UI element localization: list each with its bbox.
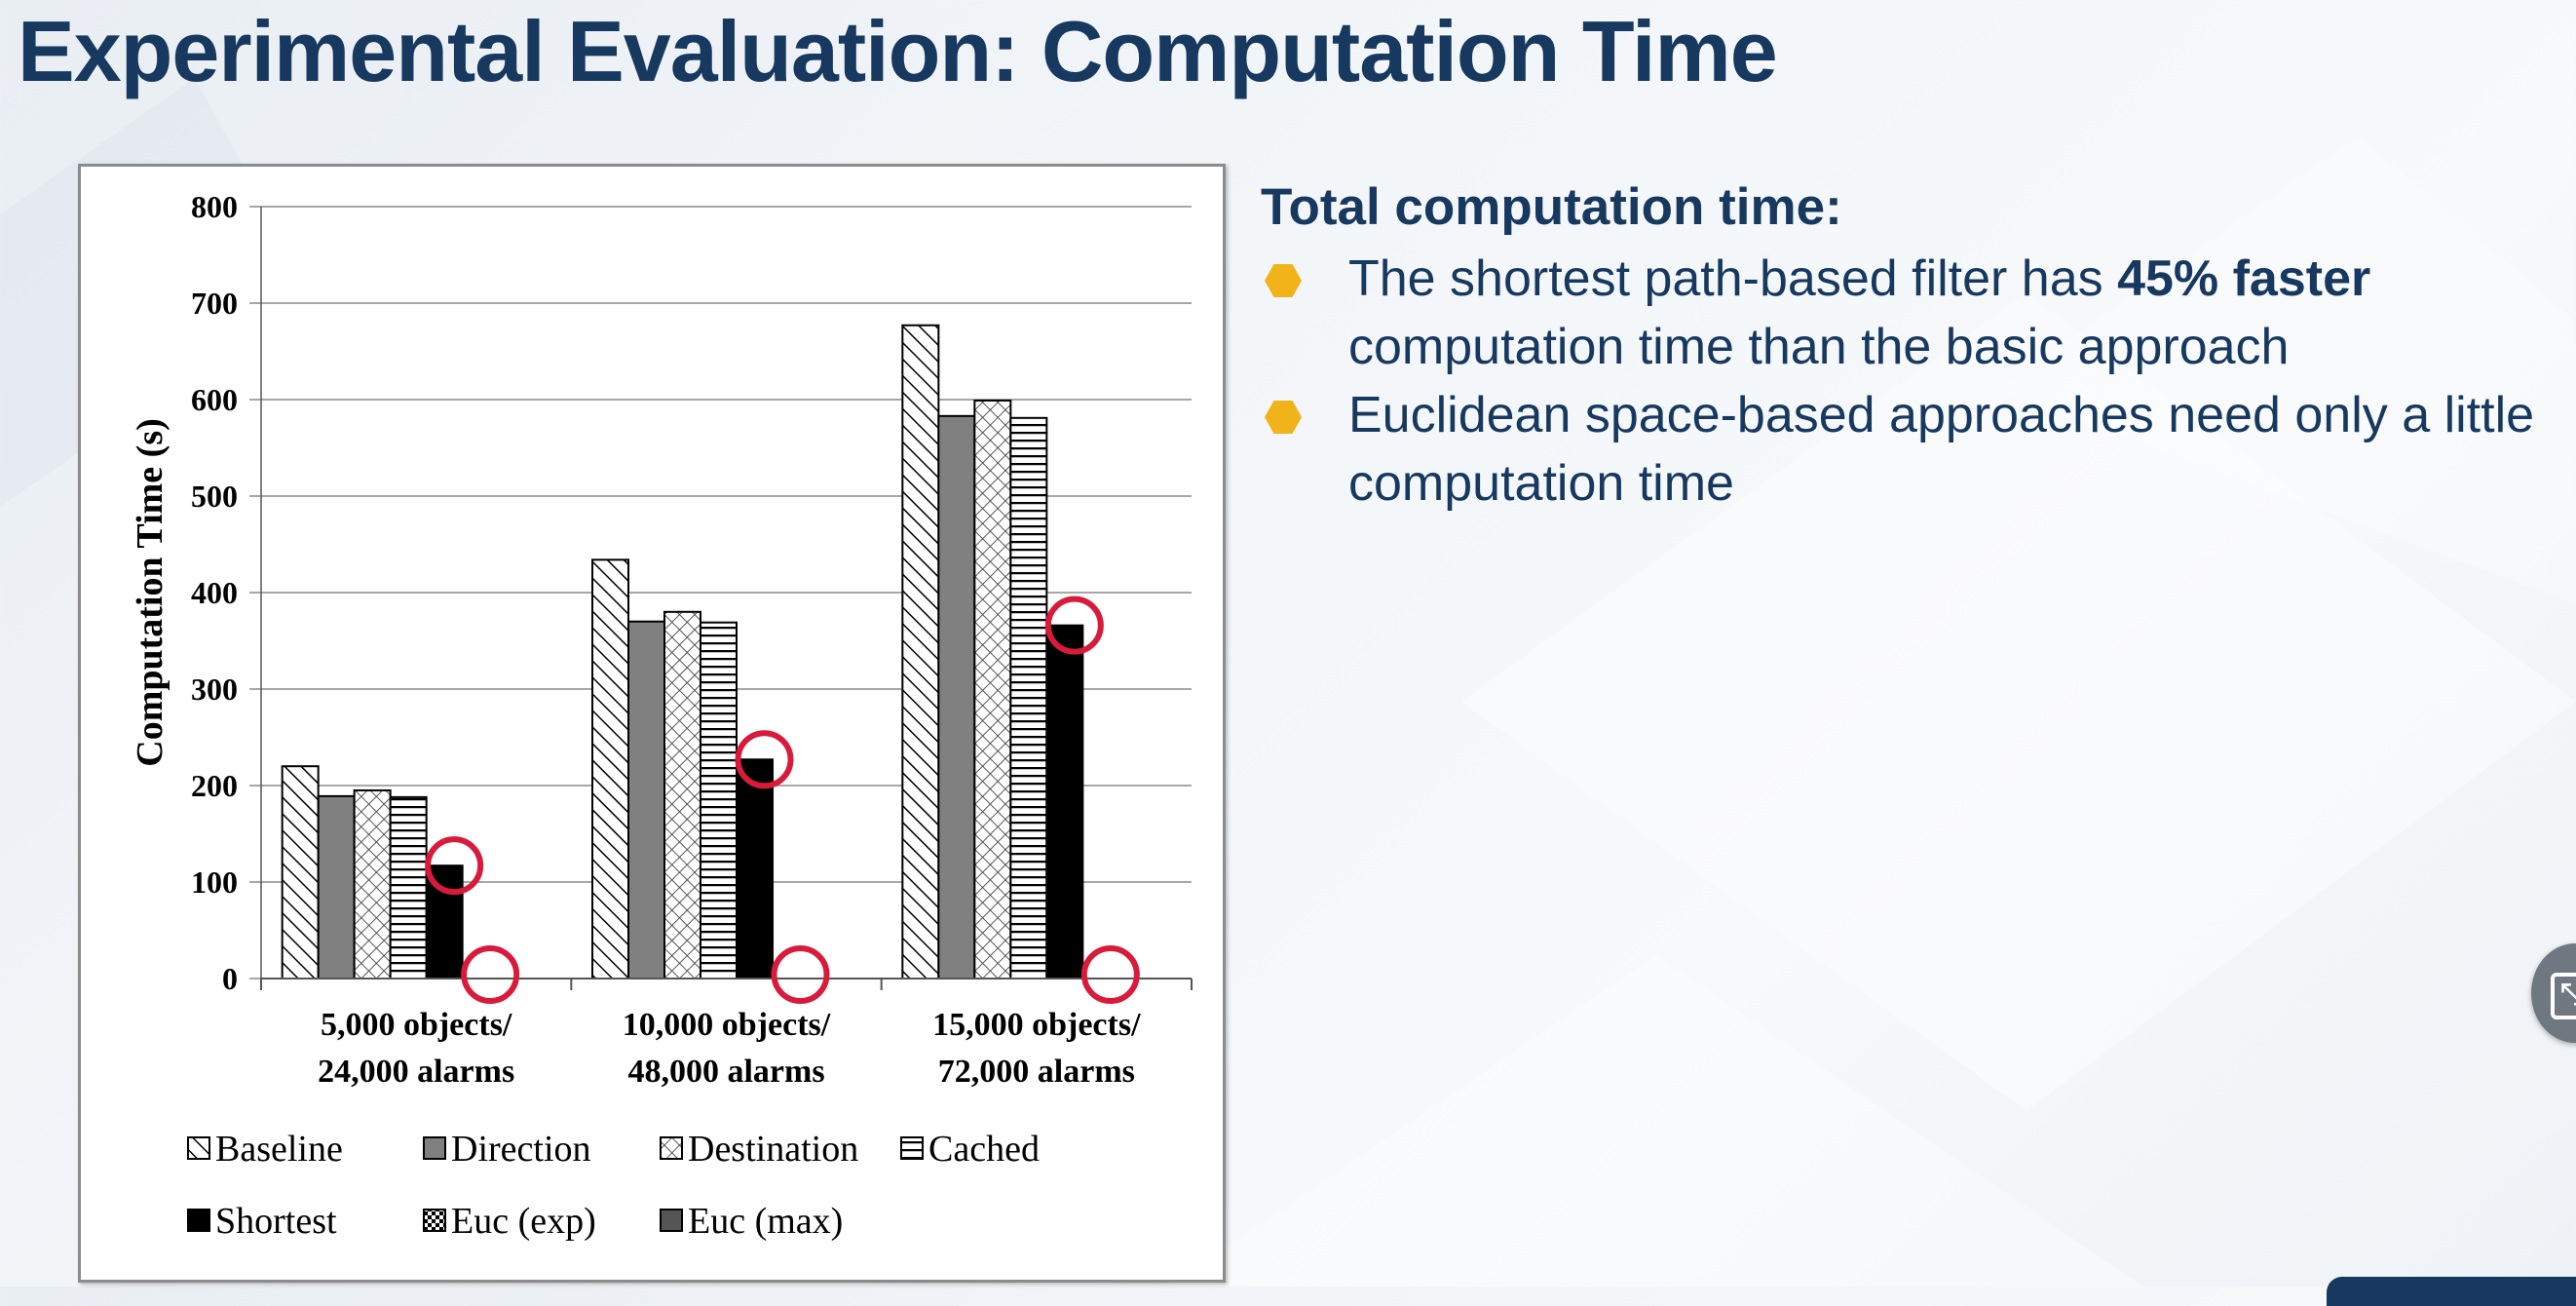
bar-direction (627, 620, 665, 980)
hexagon-bullet-icon (1265, 264, 1302, 297)
highlight-circle (425, 836, 484, 896)
x-tick-label: 10,000 objects/ (623, 1007, 831, 1043)
legend-swatch (423, 1136, 446, 1160)
legend-swatch (423, 1209, 446, 1232)
bullet-item-2: Euclidean space-based approaches need on… (1261, 381, 2557, 518)
highlight-circle (461, 945, 520, 1004)
bullet-text-suffix: computation time than the basic approach (1348, 319, 2290, 375)
bullet-emphasis: 45% faster (2117, 250, 2371, 307)
y-tick-label: 800 (191, 189, 238, 224)
y-tick-label: 600 (191, 382, 238, 417)
bar-destination (973, 399, 1012, 980)
bar-shortest (1045, 624, 1084, 980)
legend-swatch (660, 1209, 683, 1232)
x-tick-label: 5,000 objects/ (321, 1007, 512, 1043)
legend-label: Destination (688, 1129, 858, 1170)
legend-swatch (900, 1136, 924, 1160)
bar-direction (937, 414, 976, 980)
bar-destination (663, 610, 701, 980)
bar-direction (317, 794, 356, 980)
legend-label: Direction (451, 1129, 591, 1170)
y-tick-label: 500 (191, 479, 238, 514)
bullet-text: Euclidean space-based approaches need on… (1348, 387, 2535, 512)
highlight-circle (771, 945, 830, 1004)
x-tick-label: 24,000 alarms (318, 1054, 514, 1090)
bar-destination (353, 788, 392, 980)
legend-swatch (187, 1209, 210, 1232)
y-tick-label: 300 (191, 672, 238, 707)
bar-cached (700, 621, 738, 980)
x-tick-label: 15,000 objects/ (932, 1007, 1141, 1043)
bullet-heading: Total computation time: (1261, 178, 1842, 236)
legend-swatch (660, 1136, 683, 1160)
legend-label: Baseline (215, 1129, 343, 1170)
legend-swatch (187, 1136, 210, 1160)
bullet-text: The shortest path-based filter has (1348, 250, 2118, 307)
y-tick-label: 700 (191, 286, 238, 321)
y-tick-label: 400 (191, 575, 238, 610)
y-tick-label: 0 (222, 961, 238, 996)
bullet-item-1: The shortest path-based filter has 45% f… (1261, 245, 2557, 381)
bar-baseline (281, 765, 320, 980)
bar-shortest (736, 758, 774, 980)
y-axis-title: Computation Time (s) (130, 418, 170, 767)
exit-fullscreen-icon: ⤡ (2551, 973, 2576, 1019)
highlight-circle (1044, 595, 1104, 655)
hexagon-bullet-icon (1265, 401, 1302, 434)
slide-title: Experimental Evaluation: Computation Tim… (18, 3, 1778, 99)
chart-frame: 0 100 200 300 400 500 600 700 800 Computation Tim… (78, 164, 1226, 1283)
legend-label: Cached (928, 1129, 1040, 1170)
y-tick-label: 100 (191, 864, 238, 900)
x-tick-label: 48,000 alarms (627, 1054, 824, 1090)
legend-label: Shortest (215, 1201, 337, 1242)
bar-cached (389, 795, 428, 980)
corner-tab (2327, 1277, 2576, 1306)
bar-baseline (591, 558, 629, 980)
bar-baseline (901, 324, 940, 980)
bar-cached (1009, 416, 1048, 980)
highlight-circle (1080, 945, 1140, 1004)
exit-fullscreen-button[interactable]: ⤡ (2531, 943, 2576, 1043)
legend-label: Euc (max) (688, 1201, 843, 1242)
y-tick-label: 200 (191, 768, 238, 803)
x-tick-label: 72,000 alarms (938, 1054, 1135, 1090)
highlight-circle (735, 730, 794, 789)
computation-time-chart: 0 100 200 300 400 500 600 700 800 Computation Tim… (130, 189, 1193, 1242)
legend-label: Euc (exp) (451, 1201, 596, 1242)
bullet-list: Total computation time: The shortest pat… (1261, 177, 2557, 518)
